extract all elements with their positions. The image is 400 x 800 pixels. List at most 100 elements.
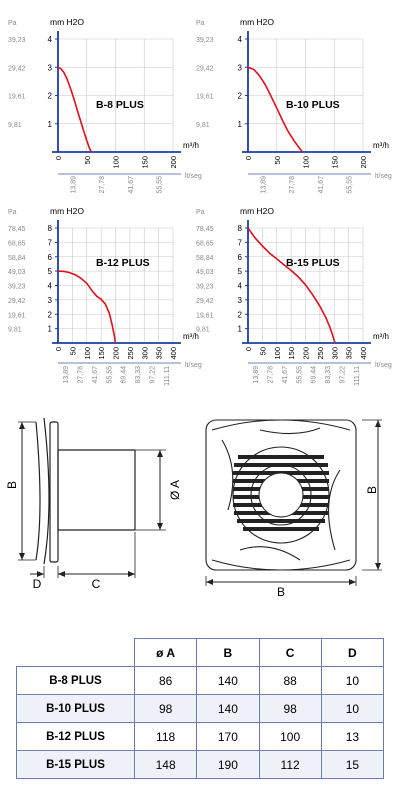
side-view-arrows xyxy=(19,422,163,577)
y-tick-label: 8 xyxy=(238,224,243,233)
pa-tick-label: 9,81 xyxy=(8,122,22,129)
lps-tick-label: 55,55 xyxy=(106,366,113,384)
pa-tick-label: 19,61 xyxy=(196,94,214,101)
table-cell: 148 xyxy=(133,750,198,779)
y-tick-label: 6 xyxy=(48,253,53,262)
lps-tick-label: 27,78 xyxy=(289,176,296,194)
pa-unit-label: Pa xyxy=(8,20,17,27)
table-cell: 190 xyxy=(196,750,260,779)
pa-tick-label: 58,84 xyxy=(196,255,214,262)
table-cell: 88 xyxy=(258,666,322,695)
lps-tick-label: 69,44 xyxy=(311,366,318,384)
lps-tick-label: 13,89 xyxy=(63,366,70,384)
table-cell: 98 xyxy=(258,694,322,723)
table-cell: 140 xyxy=(196,666,260,695)
table-cell: 13 xyxy=(320,722,385,751)
table-cell: 10 xyxy=(320,666,385,695)
x-tick-label: 50 xyxy=(258,347,267,355)
lps-tick-label: 111,11 xyxy=(164,366,171,386)
lps-tick-label: 97,22 xyxy=(339,366,346,384)
pa-tick-label: 58,84 xyxy=(8,255,26,262)
pa-tick-label: 9,81 xyxy=(196,122,210,129)
performance-curve xyxy=(247,66,304,153)
y-tick-label: 2 xyxy=(48,92,53,101)
x-tick-label: 400 xyxy=(169,347,178,360)
front-dim-b-bottom-label: B xyxy=(277,585,285,599)
y-tick-label: 4 xyxy=(238,35,243,44)
side-dim-b-label: B xyxy=(5,481,19,489)
chart-title: B-12 PLUS xyxy=(96,257,150,269)
x-tick-label: 150 xyxy=(330,156,339,169)
y-axis-title: mm H2O xyxy=(50,17,84,27)
side-dim-a-label: Ø A xyxy=(168,480,182,500)
front-view-arrows xyxy=(206,420,381,585)
y-tick-label: 3 xyxy=(238,63,243,72)
y-tick-label: 4 xyxy=(48,35,53,44)
column-header-d: D xyxy=(320,638,385,667)
table-cell: 86 xyxy=(133,666,198,695)
x-tick-label: 250 xyxy=(126,347,135,360)
row-model-label: B-10 PLUS xyxy=(16,694,135,723)
lps-tick-label: 41,67 xyxy=(92,366,99,384)
table-cell: 100 xyxy=(258,722,322,751)
pa-tick-label: 29,42 xyxy=(8,298,26,305)
pa-tick-label: 39,23 xyxy=(196,284,214,291)
x-tick-label: 300 xyxy=(330,347,339,360)
x-tick-label: 150 xyxy=(97,347,106,360)
table-cell: 10 xyxy=(320,694,385,723)
pa-tick-label: 39,23 xyxy=(8,37,26,44)
side-view-drawing xyxy=(18,417,166,578)
row-model-label: B-12 PLUS xyxy=(16,722,135,751)
y-tick-label: 2 xyxy=(48,310,53,319)
pa-tick-label: 68,65 xyxy=(8,240,26,247)
x-tick-label: 100 xyxy=(112,156,121,169)
y-tick-label: 7 xyxy=(238,238,243,247)
y-tick-label: 2 xyxy=(238,310,243,319)
y-axis-title: mm H2O xyxy=(240,17,274,27)
y-tick-label: 2 xyxy=(238,92,243,101)
y-axis-title: mm H2O xyxy=(240,206,274,216)
x-axis-title: m³/h xyxy=(183,141,199,150)
x-tick-label: 150 xyxy=(287,347,296,360)
lps-tick-label: 27,78 xyxy=(268,366,275,384)
x-tick-label: 200 xyxy=(112,347,121,360)
y-axis-title: mm H2O xyxy=(50,206,84,216)
lps-tick-label: 69,44 xyxy=(121,366,128,384)
y-tick-label: 3 xyxy=(48,296,53,305)
x-axis-title: m³/h xyxy=(373,332,389,341)
y-tick-label: 4 xyxy=(48,282,53,291)
pa-tick-label: 68,65 xyxy=(196,240,214,247)
lps-tick-label: 111,11 xyxy=(354,366,361,386)
x-axis-title: m³/h xyxy=(373,141,389,150)
pa-unit-label: Pa xyxy=(8,209,17,216)
pa-tick-label: 49,03 xyxy=(8,269,26,276)
performance-curve xyxy=(57,270,117,344)
y-tick-label: 5 xyxy=(238,267,243,276)
x-tick-label: 100 xyxy=(83,347,92,360)
x-tick-label: 250 xyxy=(316,347,325,360)
table-cell: 118 xyxy=(133,722,198,751)
table-cell: 15 xyxy=(320,750,385,779)
table-row: B-10 PLUS 98 140 98 10 xyxy=(16,694,385,723)
lps-axis-title: lt/seg xyxy=(375,173,392,180)
x-axis-title: m³/h xyxy=(183,332,199,341)
table-cell: 98 xyxy=(133,694,198,723)
lps-tick-label: 97,22 xyxy=(149,366,156,384)
pa-unit-label: Pa xyxy=(196,20,205,27)
table-row: B-15 PLUS 148 190 112 15 xyxy=(16,750,385,779)
y-tick-label: 1 xyxy=(238,325,243,334)
lps-axis-title: lt/seg xyxy=(185,173,202,180)
pa-tick-label: 39,23 xyxy=(196,37,214,44)
pa-tick-label: 29,42 xyxy=(196,65,214,72)
pa-tick-label: 49,03 xyxy=(196,269,214,276)
y-tick-label: 1 xyxy=(48,120,53,129)
lps-tick-label: 27,78 xyxy=(99,176,106,194)
x-tick-label: 50 xyxy=(68,347,77,355)
column-header-b: B xyxy=(196,638,260,667)
x-tick-label: 100 xyxy=(273,347,282,360)
x-tick-label: 200 xyxy=(302,347,311,360)
x-tick-label: 300 xyxy=(140,347,149,360)
y-tick-label: 5 xyxy=(48,267,53,276)
y-tick-label: 3 xyxy=(48,63,53,72)
